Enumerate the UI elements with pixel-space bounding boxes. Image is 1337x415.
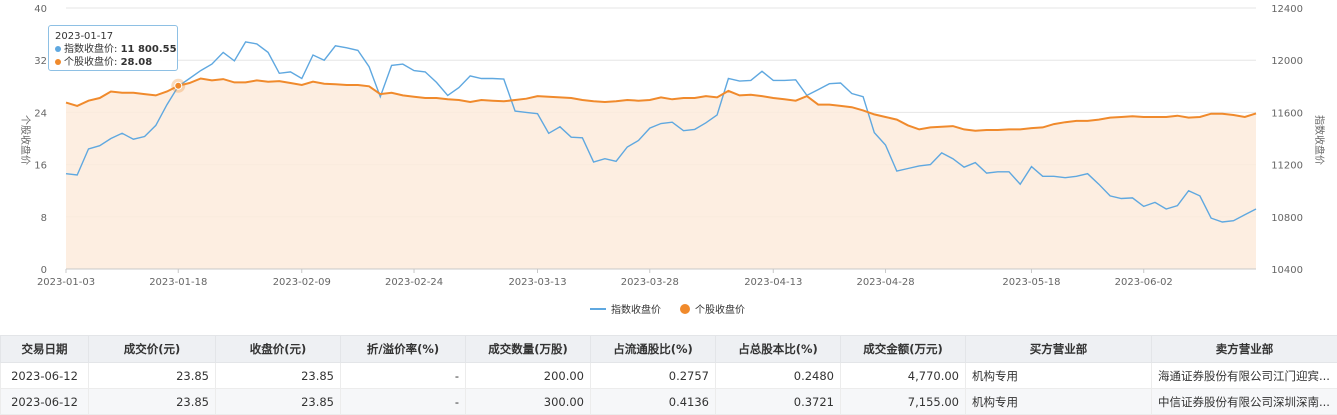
x-tick-label: 2023-02-09 [273,277,331,288]
x-tick-label: 2023-06-02 [1115,277,1173,288]
tooltip-stock-value: 28.08 [121,57,153,68]
stock-area [66,79,1256,270]
tooltip-index-label: 指数收盘价: [64,44,117,55]
y-left-tick-label: 24 [34,108,47,119]
column-header[interactable]: 成交价(元) [89,336,216,363]
y-left-axis-title: 个股收盘价 [19,115,32,165]
tooltip-stock-row: 个股收盘价: 28.08 [55,56,171,69]
table-cell: 23.85 [216,363,341,389]
table-cell: 2023-06-12 [1,389,89,415]
table-cell: 23.85 [216,389,341,415]
legend[interactable]: 指数收盘价 个股收盘价 [590,303,745,316]
column-header[interactable]: 占流通股比(%) [591,336,716,363]
table-cell: 海通证券股份有限公司江门迎宾... [1152,363,1337,389]
column-header[interactable]: 占总股本比(%) [716,336,841,363]
hover-point [175,82,182,89]
x-tick-label: 2023-01-03 [37,277,95,288]
table-cell: 200.00 [466,363,591,389]
price-chart[interactable]: 0 8 16 24 32 40 10400 10800 11200 11600 12000 12400… [0,0,1337,330]
legend-index-label: 指数收盘价 [611,303,661,316]
table-cell: 7,155.00 [841,389,966,415]
y-left-tick-label: 0 [41,265,47,276]
y-left-tick-label: 32 [34,56,47,67]
column-header[interactable]: 收盘价(元) [216,336,341,363]
table-cell: 机构专用 [966,389,1152,415]
block-trade-table: 交易日期成交价(元)收盘价(元)折/溢价率(%)成交数量(万股)占流通股比(%)… [0,335,1337,415]
table-cell: 23.85 [89,363,216,389]
y-left-tick-label: 40 [34,4,47,15]
tooltip-index-row: 指数收盘价: 11 800.55 [55,43,171,56]
x-tick-label: 2023-04-28 [856,277,914,288]
column-header[interactable]: 卖方营业部 [1152,336,1337,363]
table-cell: 23.85 [89,389,216,415]
y-right-tick-label: 10400 [1271,265,1303,276]
table-cell: - [341,389,466,415]
table-cell: 4,770.00 [841,363,966,389]
x-tick-label: 2023-04-13 [744,277,802,288]
column-header[interactable]: 成交金额(万元) [841,336,966,363]
x-tick-label: 2023-01-18 [149,277,207,288]
stock-area-fill [66,79,1256,270]
hover-marker [171,79,185,93]
block-trade-table-wrap: 交易日期成交价(元)收盘价(元)折/溢价率(%)成交数量(万股)占流通股比(%)… [0,335,1337,412]
table-header-row: 交易日期成交价(元)收盘价(元)折/溢价率(%)成交数量(万股)占流通股比(%)… [1,336,1337,363]
y-right-tick-label: 10800 [1271,213,1303,224]
table-cell: - [341,363,466,389]
y-right-tick-label: 12400 [1271,4,1303,15]
y-right-axis-title: 指数收盘价 [1313,115,1326,165]
table-cell: 2023-06-12 [1,363,89,389]
stock-dot-icon [55,59,61,65]
column-header[interactable]: 交易日期 [1,336,89,363]
column-header[interactable]: 成交数量(万股) [466,336,591,363]
tooltip-stock-label: 个股收盘价: [64,57,117,68]
x-tick-label: 2023-02-24 [385,277,443,288]
y-left-tick-label: 16 [34,161,47,172]
legend-stock-swatch [680,304,690,314]
chart-tooltip: 2023-01-17 指数收盘价: 11 800.55 个股收盘价: 28.08 [48,25,178,71]
table-cell: 300.00 [466,389,591,415]
table-cell: 机构专用 [966,363,1152,389]
y-right-tick-label: 11200 [1271,161,1303,172]
table-cell: 0.2480 [716,363,841,389]
column-header[interactable]: 买方营业部 [966,336,1152,363]
legend-stock-label: 个股收盘价 [695,303,745,316]
x-tick-label: 2023-03-28 [621,277,679,288]
x-tick-label: 2023-05-18 [1002,277,1060,288]
tooltip-date: 2023-01-17 [55,30,171,43]
table-cell: 0.4136 [591,389,716,415]
x-tick-label: 2023-03-13 [508,277,566,288]
y-right-tick-label: 12000 [1271,56,1303,67]
y-left-tick-label: 8 [41,213,47,224]
index-dot-icon [55,46,61,52]
table-cell: 0.2757 [591,363,716,389]
y-right-tick-label: 11600 [1271,108,1303,119]
table-cell: 中信证券股份有限公司深圳深南... [1152,389,1337,415]
column-header[interactable]: 折/溢价率(%) [341,336,466,363]
chart-area[interactable]: 0 8 16 24 32 40 10400 10800 11200 11600 12000 12400… [0,0,1337,330]
tooltip-index-value: 11 800.55 [121,44,177,55]
table-cell: 0.3721 [716,389,841,415]
